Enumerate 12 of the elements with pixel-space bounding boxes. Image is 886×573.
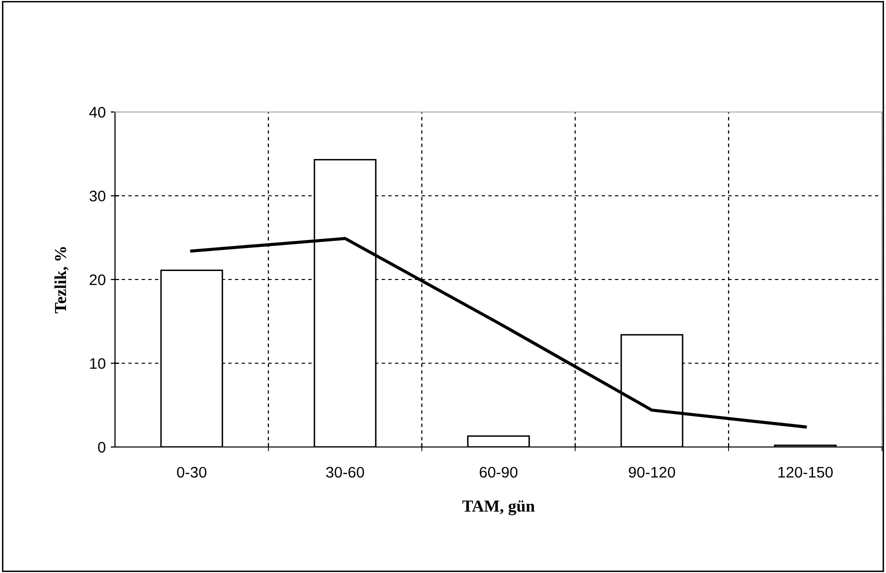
y-tick-label: 20 [90, 274, 106, 286]
x-tick-label: 120-150 [778, 466, 833, 478]
y-tick-label: 40 [89, 106, 106, 118]
y-tick-label: 30 [90, 190, 106, 202]
x-tick-label: 0-30 [177, 466, 206, 478]
x-tick-label: 30-60 [326, 466, 364, 478]
y-axis-title: Tezlik, % [54, 247, 69, 314]
x-axis-title: TAM, gün [462, 500, 535, 516]
y-tick-label: 10 [90, 358, 106, 369]
x-tick-label: 90-120 [628, 466, 676, 478]
x-tick-label: 60-90 [480, 466, 518, 478]
y-tick-label: 0 [98, 442, 106, 453]
